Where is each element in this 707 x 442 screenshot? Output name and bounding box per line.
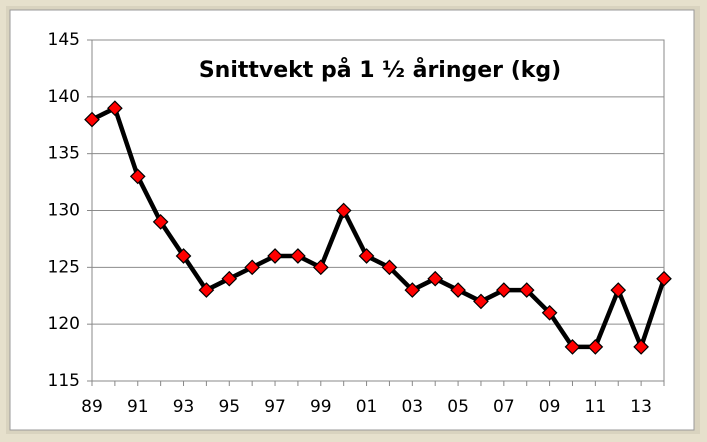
line-series — [90, 105, 667, 350]
data-marker — [84, 111, 100, 128]
data-marker — [381, 259, 398, 276]
x-tick-label: 99 — [310, 397, 332, 417]
y-tick-label: 115 — [48, 371, 80, 391]
data-marker — [244, 259, 261, 276]
x-tick-label: 05 — [447, 397, 469, 417]
data-marker — [610, 282, 627, 298]
data-marker — [267, 248, 283, 264]
data-marker — [656, 270, 672, 287]
data-marker — [152, 214, 169, 230]
x-tick-label: 13 — [630, 397, 652, 417]
x-tick-label: 01 — [356, 397, 378, 417]
data-marker — [495, 282, 512, 298]
x-tick-label: 97 — [264, 397, 286, 417]
x-tick-label: 91 — [127, 397, 149, 417]
x-tick-label: 93 — [173, 397, 195, 417]
x-tick-label: 11 — [585, 397, 607, 417]
data-marker — [290, 248, 306, 264]
x-tick-label: 07 — [493, 397, 515, 417]
y-tick-label: 145 — [48, 30, 80, 50]
x-tick-label: 95 — [218, 397, 240, 417]
data-marker — [450, 282, 466, 298]
x-tick-label: 09 — [539, 397, 561, 417]
data-marker — [312, 259, 329, 276]
data-marker — [404, 282, 421, 298]
data-marker — [129, 168, 146, 185]
y-tick-label: 120 — [48, 314, 80, 334]
y-tick-label: 130 — [48, 201, 80, 221]
y-tick-label: 125 — [48, 257, 80, 277]
data-marker — [175, 248, 192, 264]
y-tick-label: 140 — [48, 87, 80, 107]
data-marker — [358, 248, 375, 264]
data-marker — [198, 282, 215, 298]
data-marker — [473, 293, 489, 310]
y-tick-label: 135 — [48, 144, 80, 164]
data-marker — [518, 282, 535, 298]
data-marker — [335, 202, 352, 219]
data-marker — [427, 270, 444, 287]
data-marker — [564, 339, 581, 355]
data-marker — [107, 100, 123, 117]
data-marker — [541, 304, 558, 321]
x-tick-label: 03 — [401, 397, 423, 417]
data-marker — [587, 339, 604, 355]
x-tick-label: 89 — [81, 397, 103, 417]
data-marker — [221, 270, 238, 287]
data-marker — [633, 339, 649, 355]
chart-title: Snittvekt på 1 ½ åringer (kg) — [199, 57, 561, 83]
